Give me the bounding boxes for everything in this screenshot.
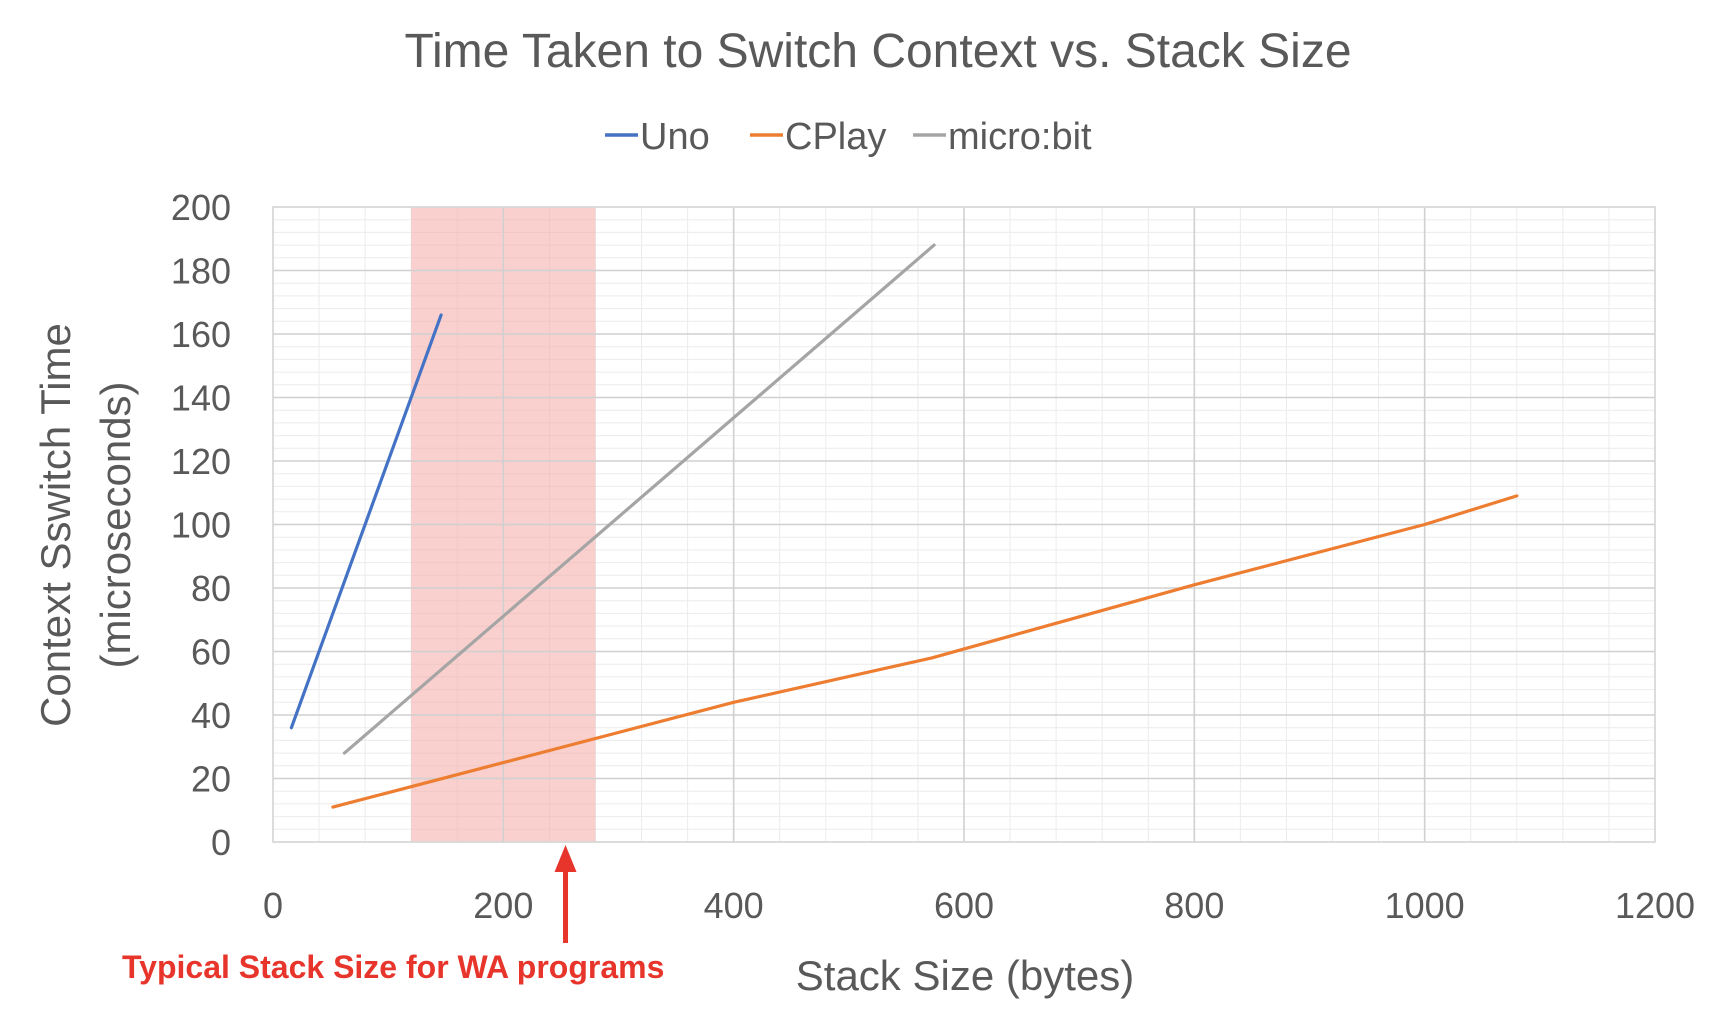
x-tick-label: 1200 (1615, 885, 1695, 926)
x-tick-label: 200 (473, 885, 533, 926)
y-tick-label: 160 (171, 314, 231, 355)
y-axis-label-line: Context Sswitch Time (32, 323, 79, 727)
y-tick-label: 20 (191, 759, 231, 800)
y-tick-label: 0 (211, 822, 231, 863)
y-tick-label: 180 (171, 251, 231, 292)
y-tick-label: 140 (171, 378, 231, 419)
y-tick-label: 80 (191, 568, 231, 609)
annotation: Typical Stack Size for WA programs (122, 845, 664, 985)
series-line-uno (289, 313, 443, 730)
series-lines (289, 243, 1519, 809)
y-tick-label: 60 (191, 632, 231, 673)
y-axis-label-line: (microseconds) (92, 381, 139, 668)
legend-label: CPlay (785, 116, 886, 158)
x-tick-label: 0 (263, 885, 283, 926)
x-tick-labels: 0 200 400 600 800 1000 1200 (263, 885, 1695, 926)
x-axis-label: Stack Size (bytes) (796, 952, 1134, 999)
y-tick-label: 40 (191, 695, 231, 736)
annotation-text: Typical Stack Size for WA programs (122, 949, 664, 985)
annotation-arrow-head (554, 845, 577, 872)
x-tick-label: 400 (704, 885, 764, 926)
series-line-cplay (331, 494, 1519, 809)
x-tick-label: 800 (1164, 885, 1224, 926)
y-tick-labels: 0 20 40 60 80 100 120 140 160 180 200 (171, 187, 231, 863)
y-tick-label: 100 (171, 505, 231, 546)
chart-title: Time Taken to Switch Context vs. Stack S… (404, 25, 1351, 78)
x-tick-label: 1000 (1385, 885, 1465, 926)
y-tick-label: 120 (171, 441, 231, 482)
plot-frame (272, 206, 1656, 843)
series-line-micro-bit (342, 243, 936, 755)
y-tick-label: 200 (171, 187, 231, 228)
legend-label: Uno (640, 116, 710, 158)
x-tick-label: 600 (934, 885, 994, 926)
legend: Uno CPlay micro:bit (605, 116, 1092, 158)
legend-label: micro:bit (948, 116, 1092, 158)
y-axis-label: Context Sswitch Time (microseconds) (32, 323, 139, 727)
